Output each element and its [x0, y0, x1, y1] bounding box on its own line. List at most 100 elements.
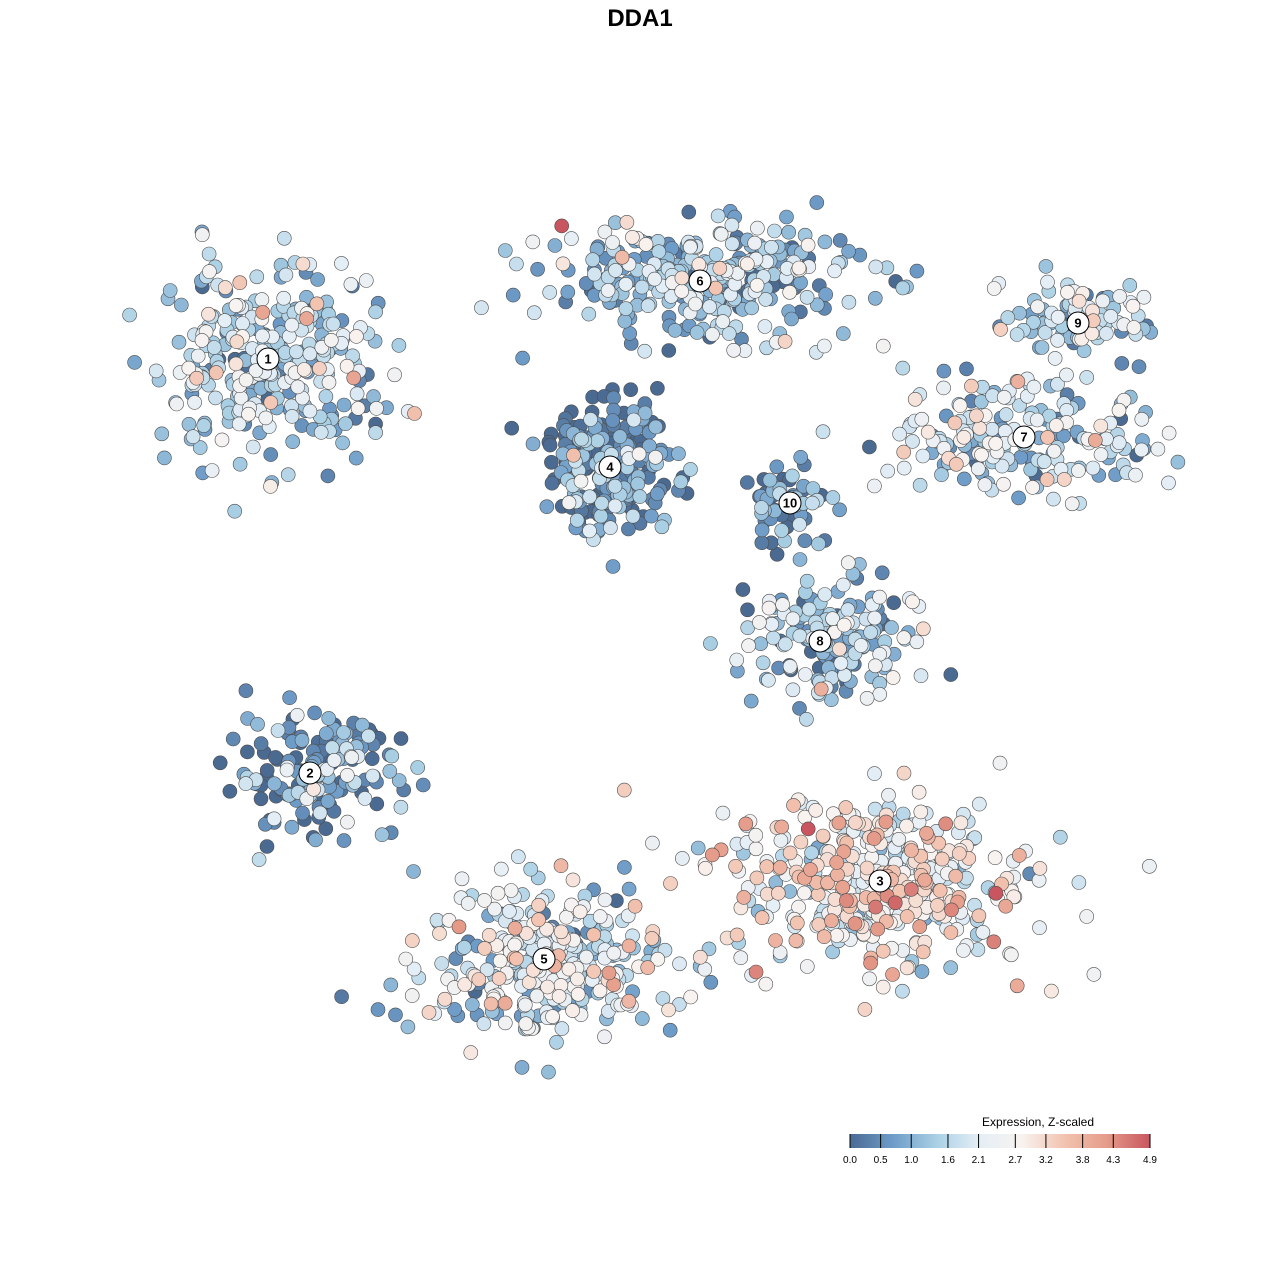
cluster-label-badge	[688, 269, 712, 293]
cell-point	[743, 693, 759, 709]
cell-point	[885, 967, 900, 982]
cell-point	[382, 763, 398, 779]
cell-point	[463, 1045, 479, 1060]
cell-point	[710, 208, 726, 224]
cell-point	[747, 235, 763, 251]
cell-point	[358, 273, 374, 288]
cell-point	[572, 904, 588, 920]
cell-point	[630, 476, 646, 492]
cell-point	[972, 420, 988, 436]
cell-point	[683, 462, 698, 477]
cell-point	[263, 395, 279, 410]
colorbar-tick-label: 0.5	[874, 1155, 888, 1166]
cell-point	[1071, 875, 1087, 890]
cell-point	[406, 961, 422, 977]
cell-point	[278, 267, 294, 283]
cell-point	[920, 424, 936, 440]
cell-point	[648, 449, 663, 465]
cell-point	[841, 244, 856, 259]
cell-point	[174, 297, 189, 313]
cluster-label-text: 6	[696, 274, 703, 289]
cell-point	[764, 616, 780, 632]
cell-point	[565, 1003, 580, 1018]
cell-point	[784, 468, 800, 484]
cell-point	[245, 439, 261, 455]
cell-point	[912, 919, 928, 935]
cell-point	[1161, 475, 1176, 491]
cell-point	[1114, 356, 1130, 371]
cell-point	[832, 641, 847, 657]
cell-point	[749, 870, 765, 886]
cell-point	[969, 408, 984, 424]
cell-point	[705, 327, 720, 342]
cell-point	[749, 277, 765, 293]
cell-point	[361, 728, 376, 744]
cell-point	[791, 260, 807, 276]
cell-point	[509, 256, 524, 272]
cell-point	[539, 499, 555, 515]
cell-point	[561, 961, 577, 977]
cell-point	[592, 909, 608, 924]
cell-point	[934, 851, 950, 867]
cell-point	[336, 725, 351, 740]
cell-point	[154, 426, 170, 442]
cell-point	[1025, 480, 1040, 495]
cell-point	[870, 921, 886, 937]
cell-point	[729, 652, 745, 668]
cell-point	[692, 949, 708, 965]
cell-point	[782, 284, 798, 300]
cell-point	[698, 860, 713, 876]
cell-point	[792, 552, 808, 567]
cell-point	[586, 964, 602, 979]
cell-point	[867, 658, 883, 674]
cell-point	[895, 280, 911, 296]
cell-point	[674, 283, 690, 299]
cell-point	[880, 463, 896, 479]
cluster-label-text: 2	[306, 766, 313, 781]
cell-point	[741, 638, 756, 654]
cell-point	[354, 717, 370, 733]
cell-point	[194, 333, 210, 348]
cell-point	[321, 711, 337, 726]
cell-point	[793, 275, 808, 290]
cell-point	[255, 328, 270, 344]
cell-point	[1029, 412, 1045, 428]
cell-point	[621, 521, 636, 537]
cell-point	[606, 945, 622, 961]
cell-point	[564, 231, 579, 246]
cell-point	[872, 686, 888, 702]
cluster-label-4: 4	[598, 455, 622, 479]
cell-point	[690, 840, 706, 856]
cell-point	[551, 989, 567, 1004]
cell-point	[583, 412, 598, 427]
cell-point	[321, 375, 337, 390]
cell-point	[777, 334, 793, 349]
cell-point	[614, 249, 630, 265]
cell-point	[758, 976, 774, 992]
cell-point	[973, 394, 989, 410]
cell-point	[334, 256, 349, 271]
cell-point	[503, 883, 519, 898]
cell-point	[1040, 274, 1055, 290]
cell-point	[752, 615, 767, 630]
cell-point	[959, 361, 974, 377]
cell-point	[1111, 402, 1127, 418]
cell-point	[914, 411, 930, 427]
cell-point	[650, 486, 665, 502]
cell-point	[605, 235, 620, 250]
cell-point	[238, 683, 254, 699]
cell-point	[476, 1016, 492, 1032]
cell-point	[721, 326, 737, 341]
colorbar-tick-label: 0.0	[843, 1155, 857, 1166]
cell-point	[650, 380, 665, 396]
cell-point	[525, 234, 541, 250]
cell-point	[829, 855, 845, 870]
cell-point	[774, 523, 790, 538]
cell-point	[971, 908, 987, 924]
cell-point	[266, 811, 282, 827]
cell-point	[195, 227, 210, 242]
cell-point	[324, 740, 340, 756]
cell-point	[530, 261, 545, 277]
cell-point	[987, 850, 1003, 866]
cell-point	[839, 893, 854, 908]
